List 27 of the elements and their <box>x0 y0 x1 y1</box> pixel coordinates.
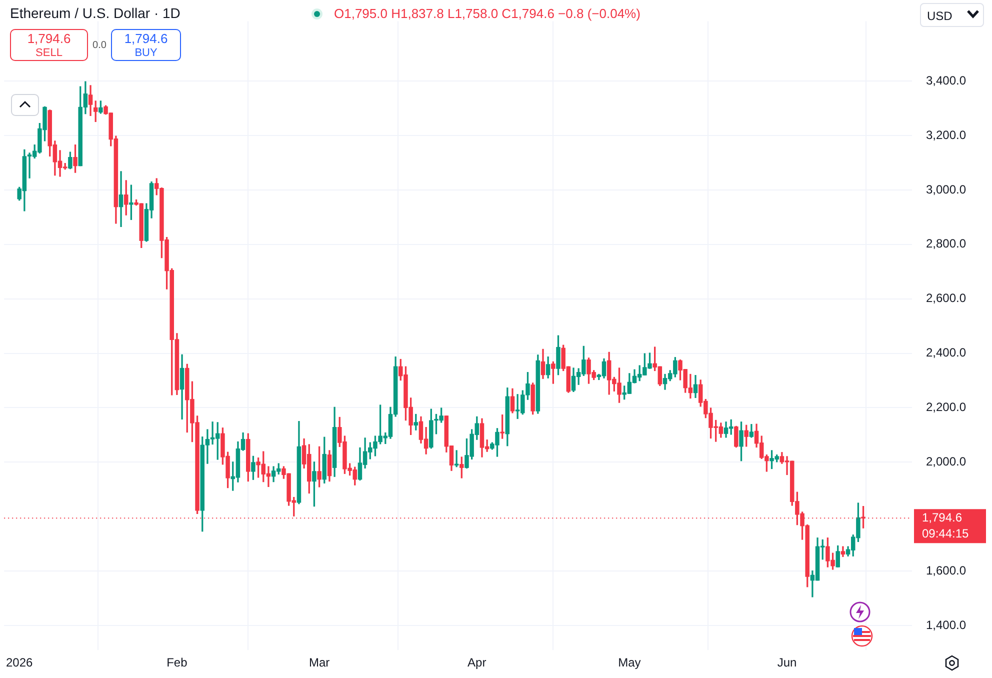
x-tick-label: Apr <box>468 656 486 670</box>
candlestick <box>118 171 124 228</box>
x-tick-label: Mar <box>308 656 330 670</box>
y-tick-label: 3,200.0 <box>926 128 966 142</box>
annotation: 0.0 <box>92 40 108 51</box>
y-tick-label: 3,000.0 <box>926 182 966 196</box>
annotation: 1,794.6 <box>124 31 168 46</box>
y-tick-label: 1,400.0 <box>926 618 966 632</box>
y-tick-label: 2,800.0 <box>926 236 966 251</box>
chart-subtitle: O1,795.0 H1,837.8 L1,758.0 C1,794.6 −0.8 (−0.04%) <box>334 6 640 21</box>
y-tick-label: 2,600.0 <box>926 291 966 306</box>
y-tick-label: 3,400.0 <box>926 73 966 88</box>
x-tick-label: Feb <box>166 656 188 670</box>
ref-line-label: 1,794.6 <box>922 510 962 524</box>
x-tick-label: Jun <box>777 656 797 670</box>
y-tick-label: 1,600.0 <box>926 563 966 578</box>
y-tick-label: 2,400.0 <box>926 346 966 360</box>
y-tick-label: 2,000.0 <box>926 454 966 468</box>
annotation: 1,794.6 <box>27 31 71 46</box>
x-tick-label: 2026 <box>6 656 34 670</box>
y-tick-label: 2,200.0 <box>926 400 966 414</box>
annotation: BUY <box>134 46 158 61</box>
annotation: SELL <box>34 46 64 61</box>
text: USD <box>927 9 952 23</box>
chart-title: Ethereum / U.S. Dollar · 1D <box>10 5 180 21</box>
x-tick-label: May <box>618 656 641 670</box>
text: 09:44:15 <box>922 526 970 540</box>
